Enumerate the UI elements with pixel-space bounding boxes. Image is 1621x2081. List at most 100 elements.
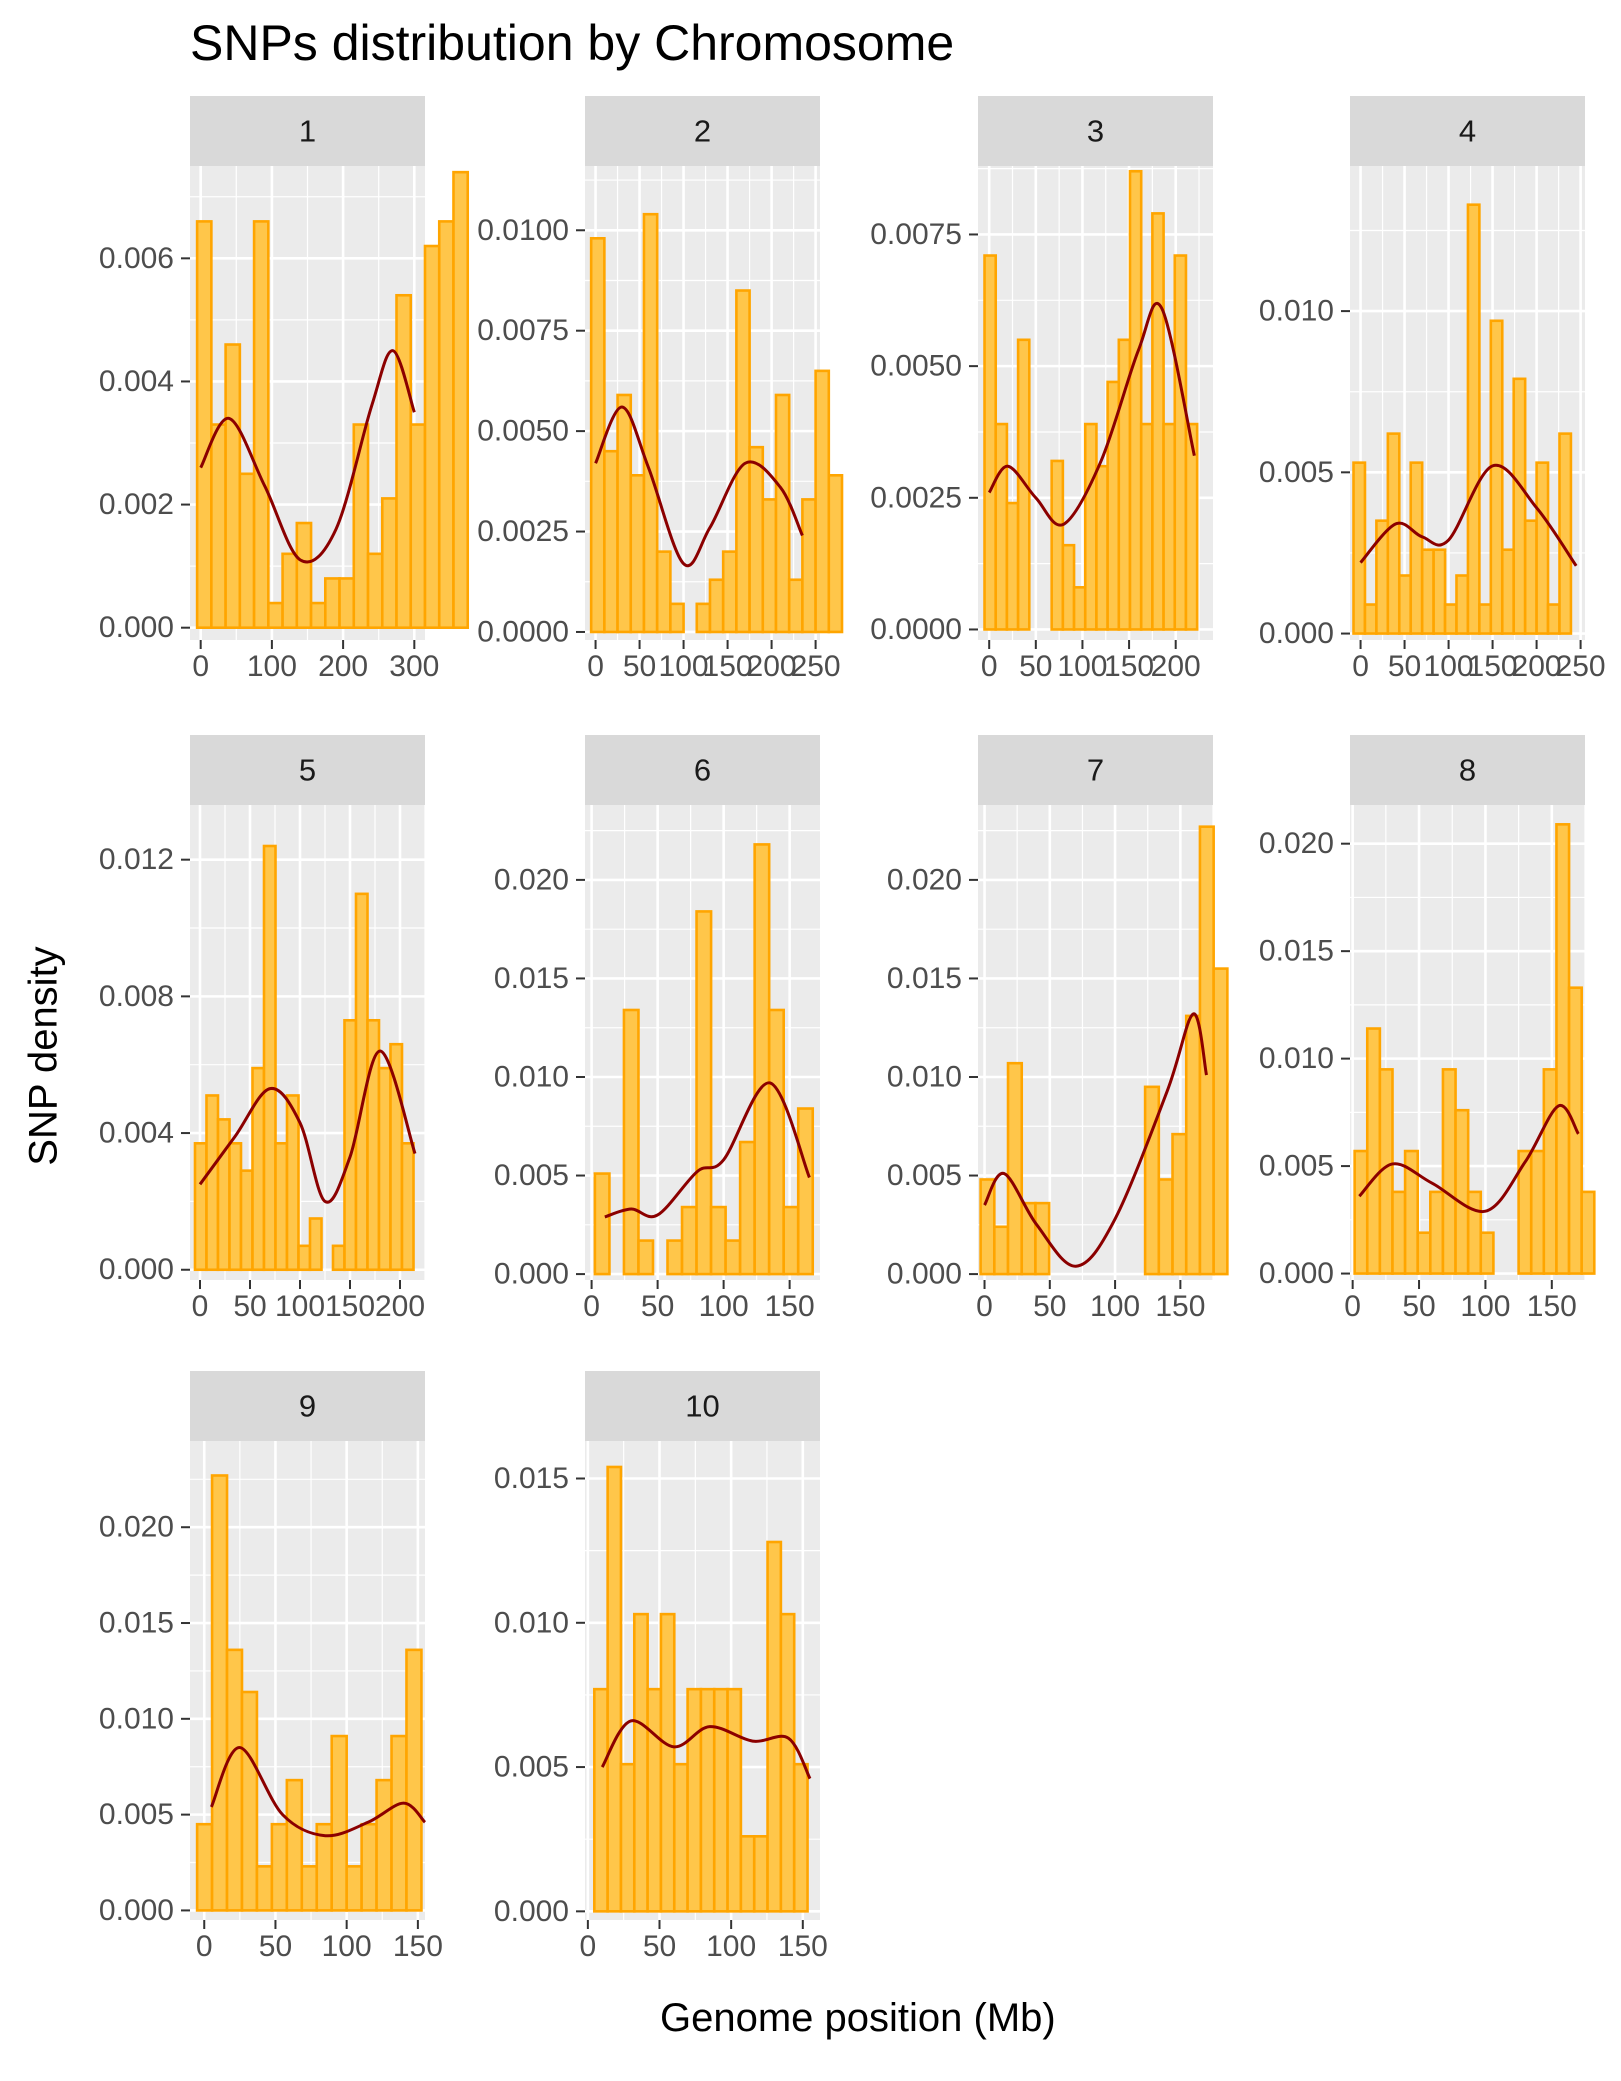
histogram-bar xyxy=(1535,461,1550,635)
facet-strip xyxy=(978,735,1213,805)
y-tick-label: 0.005 xyxy=(1259,456,1334,489)
histogram-bar xyxy=(1416,1231,1432,1275)
histogram-bar xyxy=(380,497,398,629)
histogram-bar xyxy=(1403,1149,1420,1275)
facet-panel-1: 1 0.000 0.002 0.004 0.006 0 100 200 300 xyxy=(99,96,470,683)
y-tick-label: 0.020 xyxy=(1259,827,1334,860)
histogram-bar xyxy=(1061,543,1076,631)
y-tick-label: 0.004 xyxy=(99,1117,174,1150)
histogram-bar xyxy=(281,552,299,629)
histogram-bar xyxy=(739,1835,756,1913)
y-tick-label: 0.012 xyxy=(99,843,174,876)
y-tick-label: 0.010 xyxy=(887,1060,962,1093)
y-tick-label: 0.006 xyxy=(99,242,174,275)
histogram-bar xyxy=(606,1465,623,1913)
x-tick-label: 200 xyxy=(318,650,368,683)
histogram-bar xyxy=(774,393,791,634)
y-tick-label: 0.005 xyxy=(99,1798,174,1831)
y-tick-label: 0.0025 xyxy=(870,481,962,514)
x-tick-label: 50 xyxy=(1388,650,1421,683)
x-tick-label: 150 xyxy=(1468,650,1518,683)
histogram-bar xyxy=(782,1205,800,1276)
histogram-bar xyxy=(1173,254,1188,631)
histogram-bar xyxy=(255,1865,274,1912)
x-tick-label: 100 xyxy=(1057,650,1107,683)
histogram-bar xyxy=(338,577,356,629)
histogram-bar xyxy=(270,1822,289,1912)
x-tick-label: 0 xyxy=(192,1290,209,1323)
histogram-bar xyxy=(1454,1108,1470,1275)
histogram-bar xyxy=(274,1142,289,1272)
x-tick-label: 100 xyxy=(1460,1290,1510,1323)
histogram-bar xyxy=(593,1687,609,1913)
histogram-bar xyxy=(814,369,831,634)
histogram-bar xyxy=(709,1205,727,1276)
histogram-bar xyxy=(389,1042,404,1272)
y-tick-label: 0.0075 xyxy=(477,314,569,347)
histogram-bar xyxy=(377,1066,392,1272)
x-tick-label: 100 xyxy=(699,1290,749,1323)
density-curve xyxy=(198,1049,417,1204)
y-tick-label: 0.015 xyxy=(494,962,569,995)
histogram-bar xyxy=(423,244,441,629)
histogram-bar xyxy=(1157,1178,1174,1276)
histogram-bar xyxy=(726,1687,743,1913)
histogram-bar xyxy=(390,1734,408,1912)
histogram-bar xyxy=(796,1107,815,1276)
histogram-bar xyxy=(666,1239,684,1276)
x-tick-label: 100 xyxy=(659,650,709,683)
histogram-bar xyxy=(285,1094,300,1272)
histogram-bar xyxy=(632,1612,649,1913)
histogram-bar xyxy=(1391,1190,1407,1275)
histogram-bar xyxy=(686,1687,703,1913)
x-tick-label: 250 xyxy=(1556,650,1606,683)
histogram-bar xyxy=(695,602,712,634)
x-tick-label: 150 xyxy=(703,650,753,683)
y-tick-label: 0.005 xyxy=(887,1159,962,1192)
y-tick-label: 0.010 xyxy=(1259,1042,1334,1075)
histogram-bar xyxy=(792,1762,809,1913)
histogram-bar xyxy=(979,1178,996,1276)
histogram-bar xyxy=(216,1118,231,1272)
histogram-bar xyxy=(1184,422,1199,631)
histogram-bar xyxy=(228,1142,243,1272)
x-tick-label: 100 xyxy=(247,650,297,683)
histogram-bar xyxy=(724,1239,742,1276)
histogram-bar xyxy=(748,445,765,634)
histogram-bar xyxy=(593,1172,611,1276)
histogram-bar xyxy=(695,910,713,1276)
facet-panel-10: 10 0.000 0.005 0.010 0.015 0 50 100 150 xyxy=(494,1371,828,1963)
density-curve xyxy=(1358,1104,1580,1213)
facet-panel-6: 6 0.000 0.005 0.010 0.015 0.020 0 50 100 150 xyxy=(494,735,820,1323)
y-tick-label: 0.015 xyxy=(1259,935,1334,968)
x-tick-label: 50 xyxy=(1402,1290,1435,1323)
x-tick-label: 50 xyxy=(1019,650,1052,683)
x-tick-label: 0 xyxy=(192,650,209,683)
x-tick-label: 150 xyxy=(1155,1290,1205,1323)
facet-strip-label: 6 xyxy=(694,753,711,788)
histogram-bar xyxy=(239,1169,254,1272)
facet-panel-8: 8 0.000 0.005 0.010 0.015 0.020 0 50 100 150 xyxy=(1259,735,1596,1323)
x-tick-label: 50 xyxy=(643,1930,676,1963)
y-tick-label: 0.0050 xyxy=(477,415,569,448)
y-tick-label: 0.005 xyxy=(1259,1150,1334,1183)
x-tick-label: 150 xyxy=(1527,1290,1577,1323)
histogram-bar xyxy=(308,1217,323,1272)
x-tick-label: 150 xyxy=(778,1930,828,1963)
y-tick-label: 0.000 xyxy=(1259,617,1334,650)
y-tick-label: 0.000 xyxy=(99,1253,174,1286)
histogram-bar xyxy=(1162,422,1177,631)
histogram-bar xyxy=(210,1474,229,1912)
histogram-bar xyxy=(712,1687,729,1913)
histogram-bar xyxy=(400,1142,415,1272)
histogram-bar xyxy=(409,423,427,629)
histogram-bar xyxy=(354,892,369,1272)
facet-strip-label: 3 xyxy=(1087,114,1104,149)
histogram-bar xyxy=(1512,377,1527,635)
histogram-bar xyxy=(252,220,270,629)
y-tick-label: 0.000 xyxy=(494,1258,569,1291)
histogram-bar xyxy=(1006,1061,1024,1276)
histogram-bar xyxy=(1128,169,1143,631)
histogram-bar xyxy=(330,1734,348,1912)
